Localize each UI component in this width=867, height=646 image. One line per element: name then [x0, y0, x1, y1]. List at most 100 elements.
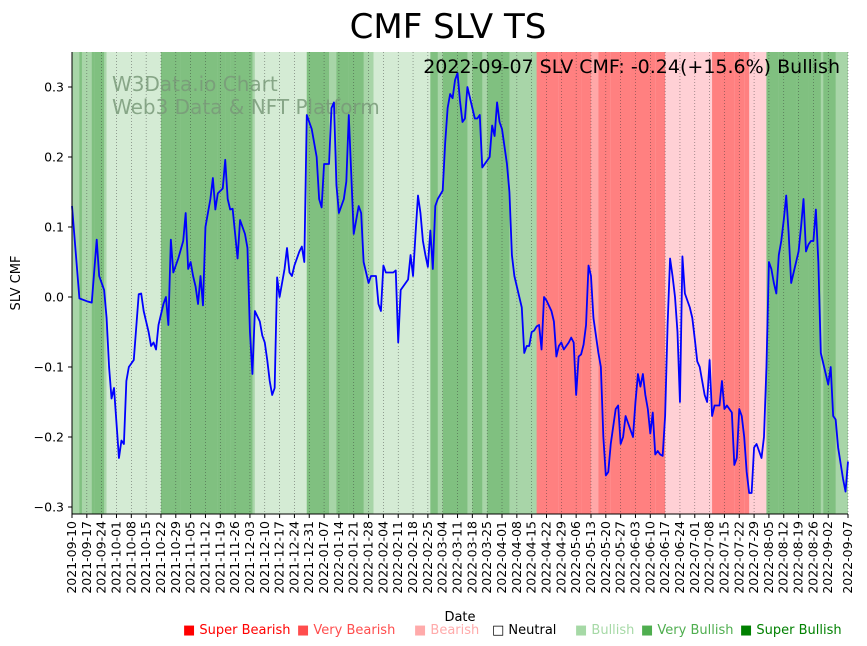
regime-band-very-bullish [205, 52, 218, 514]
x-tick-label: 2021-12-03 [242, 521, 257, 594]
x-tick-label: 2022-03-04 [435, 521, 450, 594]
x-tick-label: 2022-09-07 [840, 521, 855, 594]
x-tick-label: 2021-10-08 [123, 521, 138, 594]
regime-band-very-bearish [744, 52, 750, 514]
regime-band-very-bullish [472, 52, 483, 514]
legend-item-bullish: ■ Bullish [575, 623, 634, 638]
regime-band-very-bullish [430, 52, 438, 514]
x-tick-label: 2022-04-01 [494, 521, 509, 594]
legend-item-very-bullish: ■ Very Bullish [641, 623, 733, 638]
x-tick-label: 2022-01-14 [331, 521, 346, 594]
x-tick-label: 2021-10-01 [108, 521, 123, 594]
x-tick-label: 2022-04-29 [553, 521, 568, 594]
x-tick-label: 2022-06-03 [627, 521, 642, 594]
regime-band-very-bullish [336, 52, 349, 514]
x-tick-label: 2022-05-06 [568, 521, 583, 594]
x-tick-label: 2022-01-28 [361, 521, 376, 594]
regime-band-very-bearish [712, 52, 722, 514]
regime-band-very-bearish [558, 52, 582, 514]
regime-band-very-bullish [442, 52, 458, 514]
regime-band-very-bullish [79, 52, 82, 514]
x-tick-label: 2021-12-24 [286, 521, 301, 594]
regime-band-very-bullish [160, 52, 181, 514]
x-tick-label: 2021-10-15 [138, 521, 153, 594]
x-tick-label: 2022-04-08 [509, 521, 524, 594]
y-tick-label: −0.1 [34, 360, 64, 375]
x-tick-label: 2022-08-19 [791, 521, 806, 594]
legend-item-super-bearish: ■ Super Bearish [183, 623, 291, 638]
regime-band-very-bearish [721, 52, 735, 514]
regime-band-very-bullish [796, 52, 809, 514]
x-tick-label: 2022-02-04 [375, 521, 390, 594]
x-tick-label: 2022-07-15 [716, 521, 731, 594]
regime-band-very-bullish [225, 52, 231, 514]
x-tick-label: 2022-07-22 [731, 521, 746, 594]
y-axis-label: SLV CMF [9, 256, 24, 311]
y-tick-label: 0.1 [44, 220, 64, 235]
watermark-line-1: W3Data.io Chart [112, 72, 278, 96]
regime-band-very-bullish [348, 52, 364, 514]
y-ticks: −0.3 −0.2 −0.1 0.0 0.1 0.2 0.3 [34, 80, 72, 515]
x-tick-label: 2022-05-27 [613, 521, 628, 594]
x-tick-label: 2022-05-20 [598, 521, 613, 594]
regime-band-very-bearish [630, 52, 656, 514]
x-tick-label: 2021-12-31 [301, 521, 316, 594]
legend-item-very-bearish: ■ Very Bearish [297, 623, 395, 638]
x-tick-label: 2022-07-08 [702, 521, 717, 594]
x-tick-label: 2022-08-12 [776, 521, 791, 594]
x-tick-label: 2022-04-15 [524, 521, 539, 594]
y-tick-label: 0.0 [44, 290, 64, 305]
y-tick-label: 0.3 [44, 80, 64, 95]
regime-band-very-bullish [487, 52, 503, 514]
x-tick-label: 2021-09-24 [94, 521, 109, 594]
regime-bands [72, 52, 848, 514]
regime-band-very-bullish [230, 52, 236, 514]
regime-band-neutral-bullish [106, 52, 161, 514]
x-tick-label: 2022-09-02 [820, 521, 835, 594]
x-tick-label: 2022-06-17 [657, 521, 672, 594]
vertical-gridlines [71, 52, 849, 514]
legend: ■ Super Bearish ■ Very Bearish ■ Bearish □ … [183, 623, 842, 638]
x-tick-label: 2022-08-05 [761, 521, 776, 594]
regime-band-very-bearish [581, 52, 591, 514]
x-tick-label: 2022-02-18 [405, 521, 420, 594]
x-axis-label: Date [444, 610, 475, 625]
x-tick-label: 2022-06-10 [642, 521, 657, 594]
regime-band-very-bullish [94, 52, 105, 514]
regime-band-very-bearish [536, 52, 547, 514]
regime-band-very-bullish [502, 52, 510, 514]
x-tick-label: 2022-05-13 [583, 521, 598, 594]
x-tick-label: 2022-01-21 [346, 521, 361, 594]
x-tick-label: 2022-04-22 [538, 521, 553, 594]
regime-band-very-bullish [457, 52, 468, 514]
series-layer [71, 72, 849, 494]
x-tick-label: 2021-10-29 [168, 521, 183, 594]
chart-title: CMF SLV TS [350, 7, 547, 47]
chart-annotation: 2022-09-07 SLV CMF: -0.24(+15.6%) Bullis… [423, 56, 840, 78]
x-tick-label: 2021-11-05 [183, 521, 198, 594]
regime-band-bearish [590, 52, 599, 514]
x-tick-label: 2021-12-10 [257, 521, 272, 594]
x-tick-label: 2022-03-18 [464, 521, 479, 594]
series-line-slv-cmf [71, 72, 849, 494]
y-tick-label: −0.2 [34, 430, 64, 445]
x-tick-label: 2021-09-10 [64, 521, 79, 594]
y-tick-label: 0.2 [44, 150, 64, 165]
x-tick-label: 2021-11-12 [197, 521, 212, 594]
x-tick-label: 2021-09-17 [79, 521, 94, 594]
regime-band-very-bearish [546, 52, 559, 514]
x-tick-label: 2022-02-11 [390, 521, 405, 594]
x-tick-label: 2021-10-22 [153, 521, 168, 594]
x-tick-label: 2021-11-26 [227, 521, 242, 594]
x-tick-label: 2022-02-25 [420, 521, 435, 594]
legend-item-neutral: □ Neutral [492, 623, 556, 638]
regime-band-very-bullish [778, 52, 797, 514]
x-tick-label: 2022-07-29 [746, 521, 761, 594]
x-tick-label: 2022-08-26 [805, 521, 820, 594]
watermark-line-2: Web3 Data & NFT Platform [112, 95, 380, 119]
regime-band-very-bullish [766, 52, 779, 514]
regime-band-very-bearish [655, 52, 666, 514]
regime-band-very-bullish [823, 52, 836, 514]
x-tick-label: 2022-06-24 [672, 521, 687, 594]
